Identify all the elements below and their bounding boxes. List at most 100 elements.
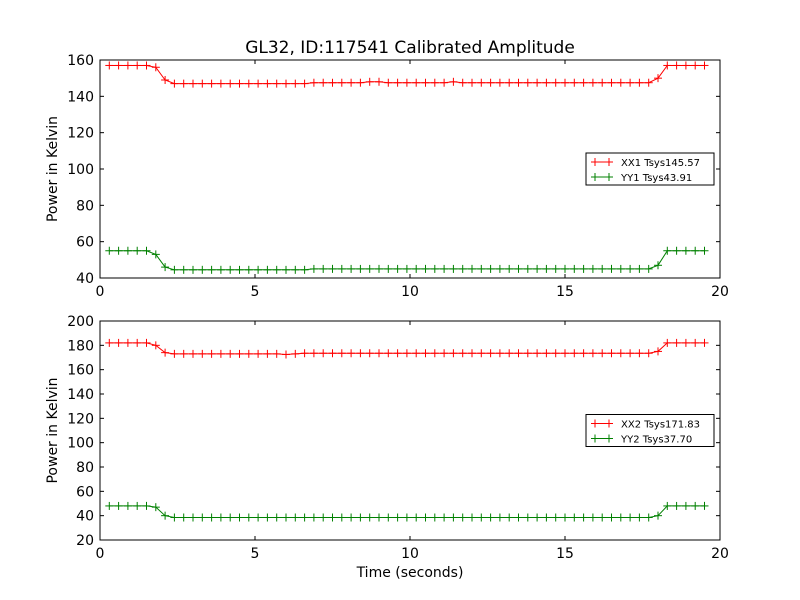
data-point-marker	[337, 264, 346, 273]
data-point-marker	[151, 341, 160, 350]
data-point-marker	[644, 78, 653, 87]
data-point-marker	[598, 349, 607, 358]
data-point-marker	[561, 513, 569, 522]
data-point-marker	[254, 79, 263, 88]
data-point-marker	[402, 264, 411, 273]
data-point-marker	[430, 349, 439, 358]
data-point-marker	[681, 246, 690, 255]
data-point-marker	[356, 349, 365, 358]
data-point-marker	[533, 513, 542, 522]
data-point-marker	[523, 264, 532, 273]
data-point-marker	[226, 513, 235, 522]
x-tick-label: 15	[556, 546, 574, 562]
data-point-marker	[588, 78, 597, 87]
data-point-marker	[105, 338, 114, 347]
data-point-marker	[542, 264, 551, 273]
data-point-marker	[179, 349, 188, 358]
data-point-marker	[505, 78, 514, 87]
data-point-marker	[533, 264, 542, 273]
data-point-marker	[412, 349, 421, 358]
data-point-marker	[663, 246, 672, 255]
data-point-marker	[440, 78, 449, 87]
data-point-marker	[533, 78, 542, 87]
data-point-marker	[254, 349, 263, 358]
data-point-marker	[384, 264, 393, 273]
data-point-marker	[570, 264, 579, 273]
data-point-marker	[579, 78, 588, 87]
data-point-marker	[393, 264, 402, 273]
data-point-marker	[691, 338, 700, 347]
legend-label: YY1 Tsys43.91	[620, 173, 692, 184]
data-point-marker	[114, 501, 123, 510]
y-tick-label: 200	[67, 314, 94, 330]
data-point-marker	[328, 513, 337, 522]
data-point-marker	[663, 338, 672, 347]
data-point-marker	[421, 78, 430, 87]
data-point-marker	[226, 349, 235, 358]
data-point-marker	[626, 78, 635, 87]
data-point-marker	[123, 338, 132, 347]
data-point-marker	[105, 501, 114, 510]
data-point-marker	[644, 264, 653, 273]
data-point-marker	[588, 264, 597, 273]
data-point-marker	[440, 264, 449, 273]
data-point-marker	[309, 264, 318, 273]
data-point-marker	[282, 265, 290, 274]
data-point-marker	[319, 349, 328, 358]
data-point-marker	[235, 349, 244, 358]
data-point-marker	[681, 61, 690, 70]
data-point-marker	[170, 513, 179, 522]
data-point-marker	[681, 338, 690, 347]
data-point-marker	[198, 265, 207, 274]
data-point-marker	[626, 349, 635, 358]
data-point-marker	[244, 513, 253, 522]
data-point-marker	[123, 246, 132, 255]
data-point-marker	[495, 513, 504, 522]
data-point-marker	[365, 77, 374, 86]
data-point-marker	[272, 79, 281, 88]
data-point-marker	[542, 513, 551, 522]
data-point-marker	[486, 513, 495, 522]
data-point-marker	[319, 78, 328, 87]
data-point-marker	[458, 78, 467, 87]
data-point-marker	[328, 264, 337, 273]
data-point-marker	[244, 265, 253, 274]
data-point-marker	[440, 513, 449, 522]
data-point-marker	[588, 349, 597, 358]
data-point-marker	[254, 265, 263, 274]
data-point-marker	[384, 78, 393, 87]
data-point-marker	[226, 265, 235, 274]
data-point-marker	[235, 79, 244, 88]
data-point-marker	[402, 78, 411, 87]
data-point-marker	[337, 78, 346, 87]
data-point-marker	[579, 349, 588, 358]
legend: XX2 Tsys171.83 YY2 Tsys37.70	[585, 414, 715, 447]
data-point-marker	[598, 78, 607, 87]
data-point-marker	[216, 513, 225, 522]
data-point-marker	[654, 261, 662, 270]
data-point-marker	[282, 350, 290, 359]
y-tick-label: 60	[76, 235, 94, 251]
data-point-marker	[207, 513, 216, 522]
data-point-marker	[244, 79, 253, 88]
data-point-marker	[421, 264, 430, 273]
data-point-marker	[123, 501, 132, 510]
data-point-marker	[570, 78, 579, 87]
data-point-marker	[691, 246, 700, 255]
data-point-marker	[393, 349, 402, 358]
data-point-marker	[449, 77, 458, 86]
legend-box	[585, 414, 715, 447]
data-point-marker	[319, 264, 328, 273]
data-point-marker	[505, 513, 514, 522]
data-point-marker	[514, 264, 523, 273]
data-point-marker	[533, 349, 542, 358]
data-point-marker	[207, 79, 216, 88]
data-point-marker	[384, 513, 393, 522]
data-point-marker	[430, 264, 439, 273]
data-point-marker	[654, 347, 662, 356]
x-tick-label: 10	[401, 284, 419, 300]
y-axis-label: Power in Kelvin	[45, 377, 61, 483]
data-point-marker	[486, 349, 495, 358]
data-point-marker	[393, 513, 402, 522]
